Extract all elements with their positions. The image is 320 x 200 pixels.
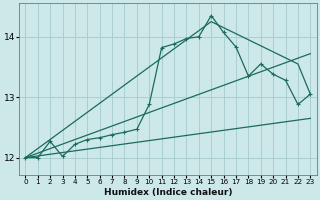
X-axis label: Humidex (Indice chaleur): Humidex (Indice chaleur) (104, 188, 232, 197)
